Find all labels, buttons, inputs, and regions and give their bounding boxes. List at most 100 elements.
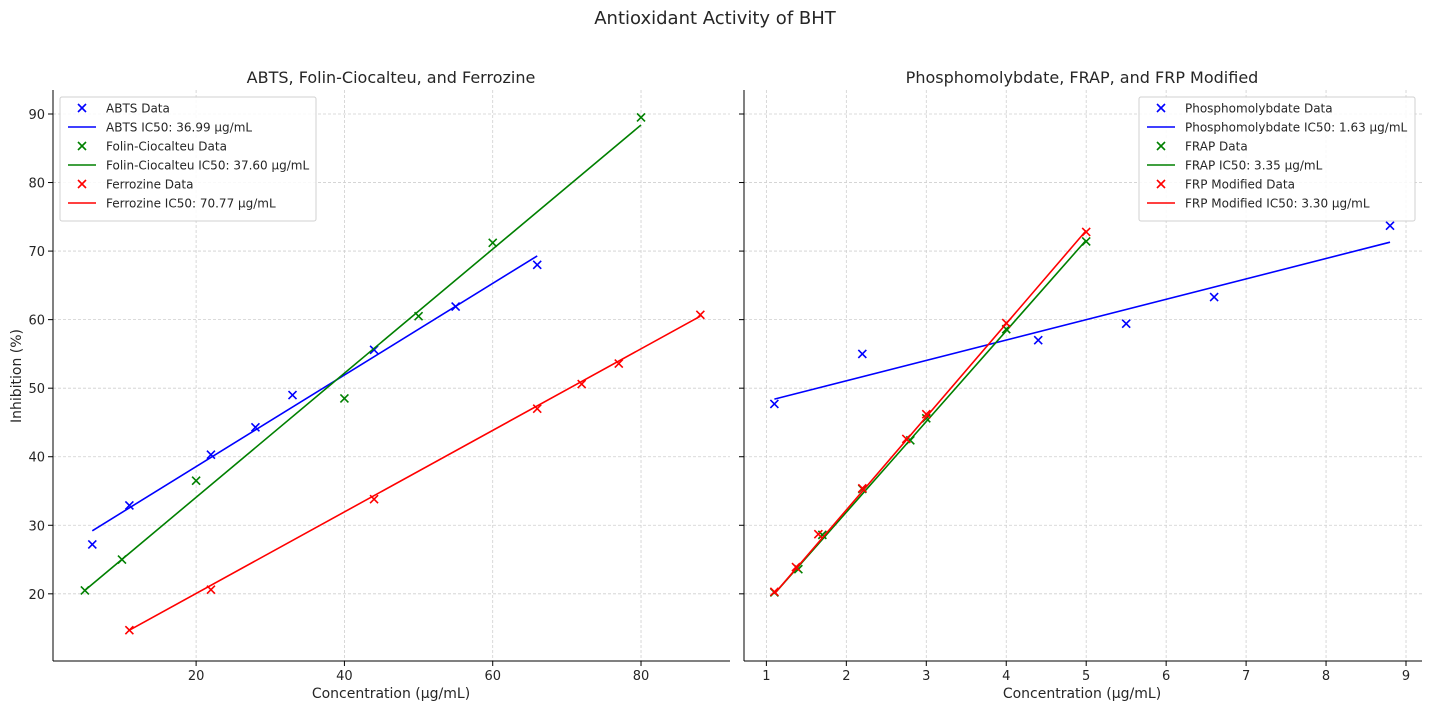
marker-stroke bbox=[813, 529, 823, 539]
x-tick-label: 2 bbox=[842, 669, 850, 684]
y-tick-label: 70 bbox=[28, 245, 45, 260]
data-point bbox=[1033, 335, 1043, 345]
marker-stroke bbox=[77, 179, 87, 189]
data-point bbox=[921, 409, 931, 419]
series-phosphomolybdate-ic50-1-63-g-ml bbox=[774, 241, 1391, 400]
legend-entry: Phosphomolybdate IC50: 1.63 µg/mL bbox=[1147, 121, 1408, 135]
y-tick-label: 40 bbox=[28, 451, 45, 466]
legend: Phosphomolybdate Data Phosphomolybdate IC… bbox=[1138, 96, 1416, 222]
data-point bbox=[636, 112, 646, 122]
legend-entry: ABTS IC50: 36.99 µg/mL bbox=[68, 121, 252, 135]
fit-line bbox=[773, 239, 1087, 595]
marker-stroke bbox=[614, 358, 624, 369]
legend-label: Phosphomolybdate IC50: 1.63 µg/mL bbox=[1185, 121, 1408, 135]
series-frp-modified-ic50-3-30-g-ml bbox=[773, 230, 1087, 595]
marker-stroke bbox=[77, 103, 87, 113]
x-tick-label: 1 bbox=[762, 669, 770, 684]
x-axis-label: Concentration (µg/mL) bbox=[1003, 686, 1161, 702]
x-tick-label: 4 bbox=[1002, 669, 1010, 684]
legend-box bbox=[1138, 96, 1416, 222]
data-point bbox=[339, 393, 349, 404]
legend-label: Folin-Ciocalteu Data bbox=[106, 140, 227, 154]
marker-stroke bbox=[857, 349, 867, 359]
legend-label: Phosphomolybdate Data bbox=[1185, 102, 1333, 116]
series-abts-data bbox=[87, 260, 542, 550]
legend-entry: FRP Modified IC50: 3.30 µg/mL bbox=[1147, 197, 1370, 211]
fit-line bbox=[774, 241, 1391, 400]
fit-line bbox=[773, 230, 1087, 595]
legend-entry: Folin-Ciocalteu Data bbox=[77, 140, 227, 154]
x-tick-label: 3 bbox=[922, 669, 930, 684]
marker-stroke bbox=[921, 409, 931, 419]
marker-stroke bbox=[1121, 319, 1131, 329]
x-tick-label: 6 bbox=[1162, 669, 1170, 684]
data-point bbox=[250, 422, 260, 432]
data-point bbox=[1209, 292, 1219, 302]
y-tick-label: 30 bbox=[28, 519, 45, 534]
marker-stroke bbox=[1209, 292, 1219, 302]
data-point bbox=[769, 587, 779, 597]
legend-entry: FRP Modified Data bbox=[1156, 178, 1295, 192]
data-point bbox=[577, 379, 587, 389]
x-tick-label: 60 bbox=[484, 669, 501, 684]
series-phosphomolybdate-data bbox=[769, 221, 1395, 409]
legend-marker-swatch bbox=[1156, 179, 1166, 189]
marker-stroke bbox=[206, 450, 216, 460]
chart-abts-folin-ferrozine: ABTS, Folin-Ciocalteu, and Ferrozine Con… bbox=[9, 68, 730, 702]
data-point bbox=[191, 476, 201, 486]
legend: ABTS Data ABTS IC50: 36.99 µg/mL Folin-Cio… bbox=[59, 96, 317, 222]
series-abts-ic50-36-99-g-ml bbox=[91, 255, 538, 532]
x-tick-label: 7 bbox=[1242, 669, 1250, 684]
data-point bbox=[857, 483, 867, 493]
marker-stroke bbox=[532, 260, 542, 270]
marker-stroke bbox=[769, 587, 779, 597]
legend-label: FRAP Data bbox=[1185, 140, 1248, 154]
data-point bbox=[1385, 221, 1395, 231]
legend-label: Ferrozine IC50: 70.77 µg/mL bbox=[106, 197, 276, 211]
series-ferrozine-ic50-70-77-g-ml bbox=[128, 315, 701, 631]
legend-entry: FRAP Data bbox=[1156, 140, 1248, 154]
chart-title: ABTS, Folin-Ciocalteu, and Ferrozine bbox=[247, 68, 536, 87]
data-point bbox=[532, 260, 542, 270]
legend-entry: FRAP IC50: 3.35 µg/mL bbox=[1147, 159, 1323, 173]
legend-entry: ABTS Data bbox=[77, 102, 170, 116]
x-tick-label: 80 bbox=[633, 669, 650, 684]
fit-line bbox=[84, 124, 642, 592]
y-tick-label: 90 bbox=[28, 108, 45, 123]
marker-stroke bbox=[577, 379, 587, 389]
marker-stroke bbox=[206, 585, 216, 595]
data-point bbox=[287, 390, 298, 400]
y-tick-label: 50 bbox=[28, 382, 45, 397]
legend-marker-swatch bbox=[77, 103, 87, 113]
y-tick-label: 20 bbox=[28, 588, 45, 603]
marker-stroke bbox=[124, 500, 134, 510]
series-frap-ic50-3-35-g-ml bbox=[773, 239, 1087, 595]
data-point bbox=[124, 500, 134, 510]
legend-marker-swatch bbox=[77, 141, 87, 151]
data-point bbox=[532, 404, 542, 414]
marker-stroke bbox=[77, 141, 87, 151]
marker-stroke bbox=[339, 393, 349, 404]
figure-suptitle: Antioxidant Activity of BHT bbox=[594, 8, 837, 29]
marker-stroke bbox=[636, 112, 646, 122]
legend-label: Ferrozine Data bbox=[106, 178, 193, 192]
marker-stroke bbox=[1156, 179, 1166, 189]
data-point bbox=[87, 539, 97, 550]
fit-line bbox=[128, 315, 701, 631]
legend-label: FRP Modified Data bbox=[1185, 178, 1295, 192]
chart-title: Phosphomolybdate, FRAP, and FRP Modified bbox=[906, 68, 1259, 87]
marker-stroke bbox=[857, 483, 867, 493]
marker-stroke bbox=[488, 238, 498, 248]
legend-marker-swatch bbox=[1156, 141, 1166, 151]
chart-phosphomolybdate-frap-frp: Phosphomolybdate, FRAP, and FRP Modified… bbox=[739, 68, 1422, 702]
legend-marker-swatch bbox=[77, 179, 87, 189]
series-folin-ciocalteu-ic50-37-60-g-ml bbox=[84, 124, 642, 592]
marker-stroke bbox=[1156, 103, 1166, 113]
y-tick-label: 80 bbox=[28, 177, 45, 192]
legend-box bbox=[59, 96, 317, 222]
x-tick-label: 20 bbox=[188, 669, 205, 684]
x-tick-label: 40 bbox=[336, 669, 353, 684]
legend-entry: Phosphomolybdate Data bbox=[1156, 102, 1333, 116]
